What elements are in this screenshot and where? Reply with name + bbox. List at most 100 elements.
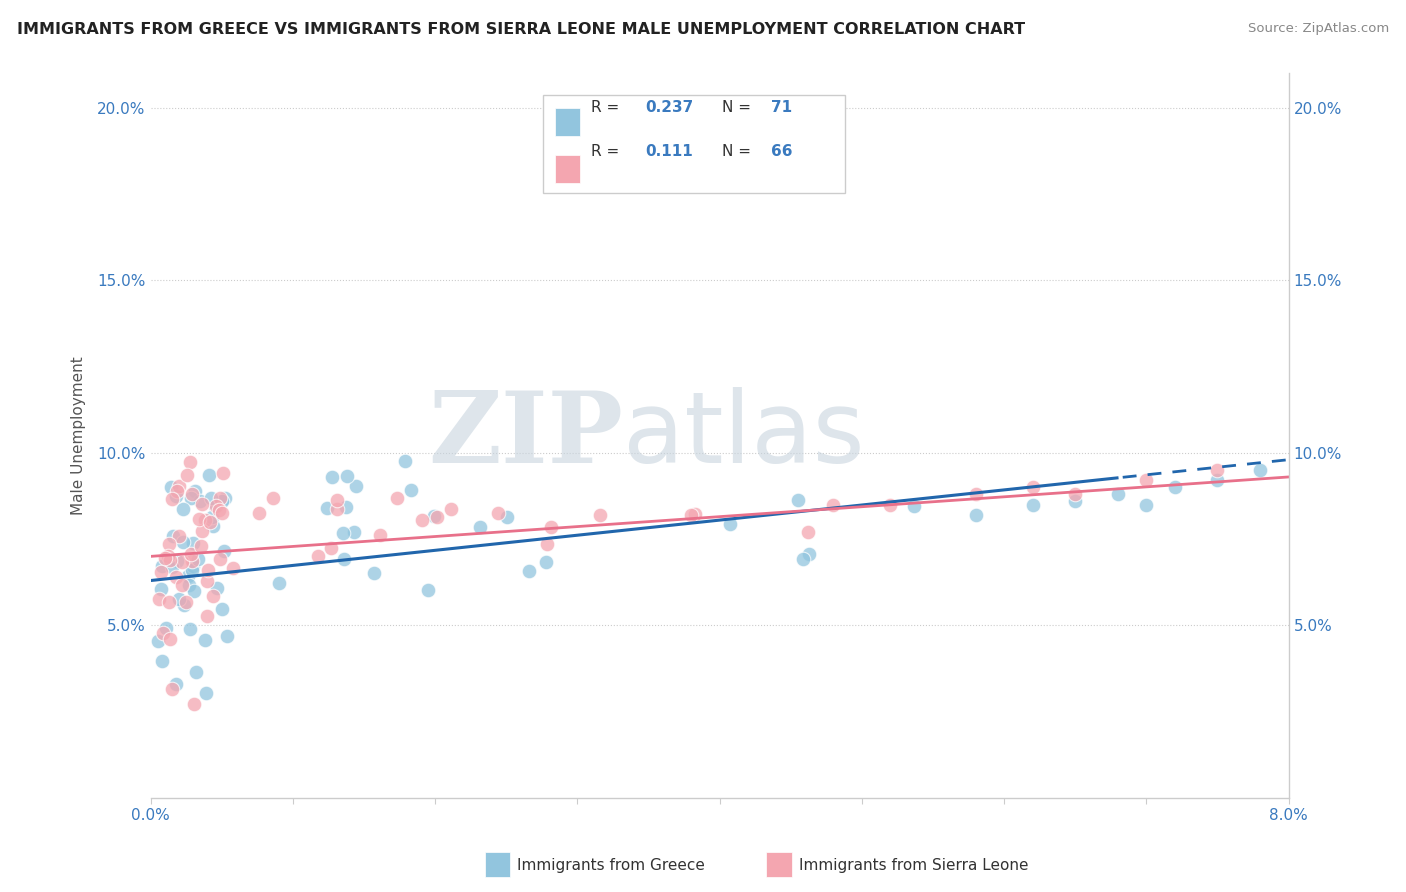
Text: Immigrants from Greece: Immigrants from Greece (517, 858, 706, 872)
Point (162, 529, 184, 543)
Point (249, 506, 271, 520)
Point (385, 491, 408, 505)
Point (183, 584, 205, 599)
Point (159, 632, 181, 646)
Point (150, 654, 173, 668)
Point (172, 555, 194, 569)
Text: R =: R = (591, 144, 624, 159)
Point (150, 558, 173, 573)
Point (965, 487, 987, 501)
Point (262, 491, 284, 506)
Text: 0.111: 0.111 (645, 144, 693, 159)
Point (157, 537, 180, 551)
Point (190, 498, 212, 512)
Point (181, 536, 204, 550)
Point (517, 564, 540, 578)
Point (160, 559, 183, 574)
Point (1064, 494, 1087, 508)
Point (1249, 463, 1271, 477)
Point (879, 498, 901, 512)
Point (211, 493, 233, 508)
Point (165, 570, 187, 584)
Point (194, 513, 217, 527)
Point (197, 467, 219, 482)
Text: 0.237: 0.237 (645, 100, 693, 115)
Point (418, 582, 440, 597)
Point (148, 591, 170, 606)
Point (321, 470, 343, 484)
Point (170, 578, 193, 592)
Point (1064, 487, 1087, 501)
Point (194, 686, 217, 700)
Point (718, 516, 741, 531)
Point (792, 552, 814, 566)
Point (159, 553, 181, 567)
Point (177, 568, 200, 582)
Point (165, 489, 187, 503)
Point (188, 494, 211, 508)
Point (267, 576, 290, 591)
Point (155, 621, 177, 635)
Point (176, 467, 198, 482)
Point (187, 552, 209, 566)
Point (201, 519, 224, 533)
Point (200, 515, 222, 529)
Point (212, 466, 235, 480)
Point (426, 510, 449, 524)
Point (166, 483, 188, 498)
Point (333, 552, 356, 566)
Point (214, 491, 236, 505)
Point (191, 524, 214, 539)
Point (394, 454, 416, 468)
Point (470, 520, 492, 534)
Point (183, 697, 205, 711)
Point (368, 527, 391, 541)
Point (344, 479, 367, 493)
Text: R =: R = (591, 100, 624, 115)
Point (160, 682, 183, 697)
Point (197, 563, 219, 577)
Point (181, 558, 204, 573)
Point (325, 501, 347, 516)
Point (423, 509, 446, 524)
Point (195, 608, 218, 623)
Text: IMMIGRANTS FROM GREECE VS IMMIGRANTS FROM SIERRA LEONE MALE UNEMPLOYMENT CORRELA: IMMIGRANTS FROM GREECE VS IMMIGRANTS FRO… (17, 22, 1025, 37)
Point (440, 501, 463, 516)
Point (157, 595, 180, 609)
FancyBboxPatch shape (543, 95, 845, 193)
Point (180, 563, 202, 577)
Point (315, 501, 337, 516)
Point (208, 503, 231, 517)
Point (179, 455, 201, 469)
Point (172, 535, 194, 549)
Bar (554, 108, 579, 136)
Point (495, 509, 517, 524)
Point (399, 483, 422, 498)
Point (187, 512, 209, 526)
Point (167, 529, 190, 543)
Point (160, 480, 183, 494)
Text: Source: ZipAtlas.com: Source: ZipAtlas.com (1249, 22, 1389, 36)
Point (184, 665, 207, 680)
Point (222, 560, 245, 574)
Point (167, 591, 190, 606)
Point (786, 492, 808, 507)
Point (823, 498, 845, 512)
Point (534, 555, 557, 569)
Point (153, 550, 176, 565)
Point (194, 632, 217, 647)
Text: 66: 66 (770, 144, 792, 159)
Point (201, 590, 224, 604)
Bar (554, 155, 579, 183)
Point (903, 499, 925, 513)
Point (343, 524, 366, 539)
Point (150, 582, 173, 597)
Point (1107, 487, 1129, 501)
Point (797, 524, 820, 539)
Point (190, 539, 212, 553)
Point (174, 595, 197, 609)
Point (536, 537, 558, 551)
Point (167, 479, 190, 493)
Text: ZIP: ZIP (427, 387, 623, 484)
Point (332, 525, 354, 540)
